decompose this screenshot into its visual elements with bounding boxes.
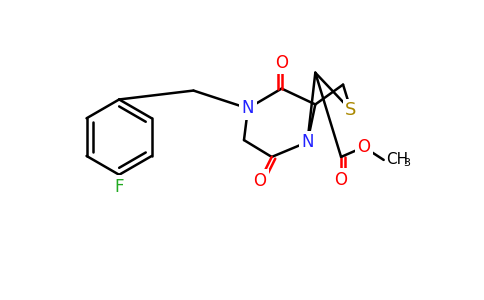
Text: CH: CH: [386, 152, 408, 167]
Text: O: O: [253, 172, 266, 190]
Text: N: N: [301, 133, 314, 151]
Text: N: N: [242, 99, 254, 117]
Text: O: O: [357, 138, 370, 156]
Text: O: O: [275, 54, 288, 72]
Text: S: S: [345, 101, 357, 119]
Text: F: F: [114, 178, 124, 196]
Text: O: O: [334, 171, 348, 189]
Text: 3: 3: [404, 158, 410, 168]
